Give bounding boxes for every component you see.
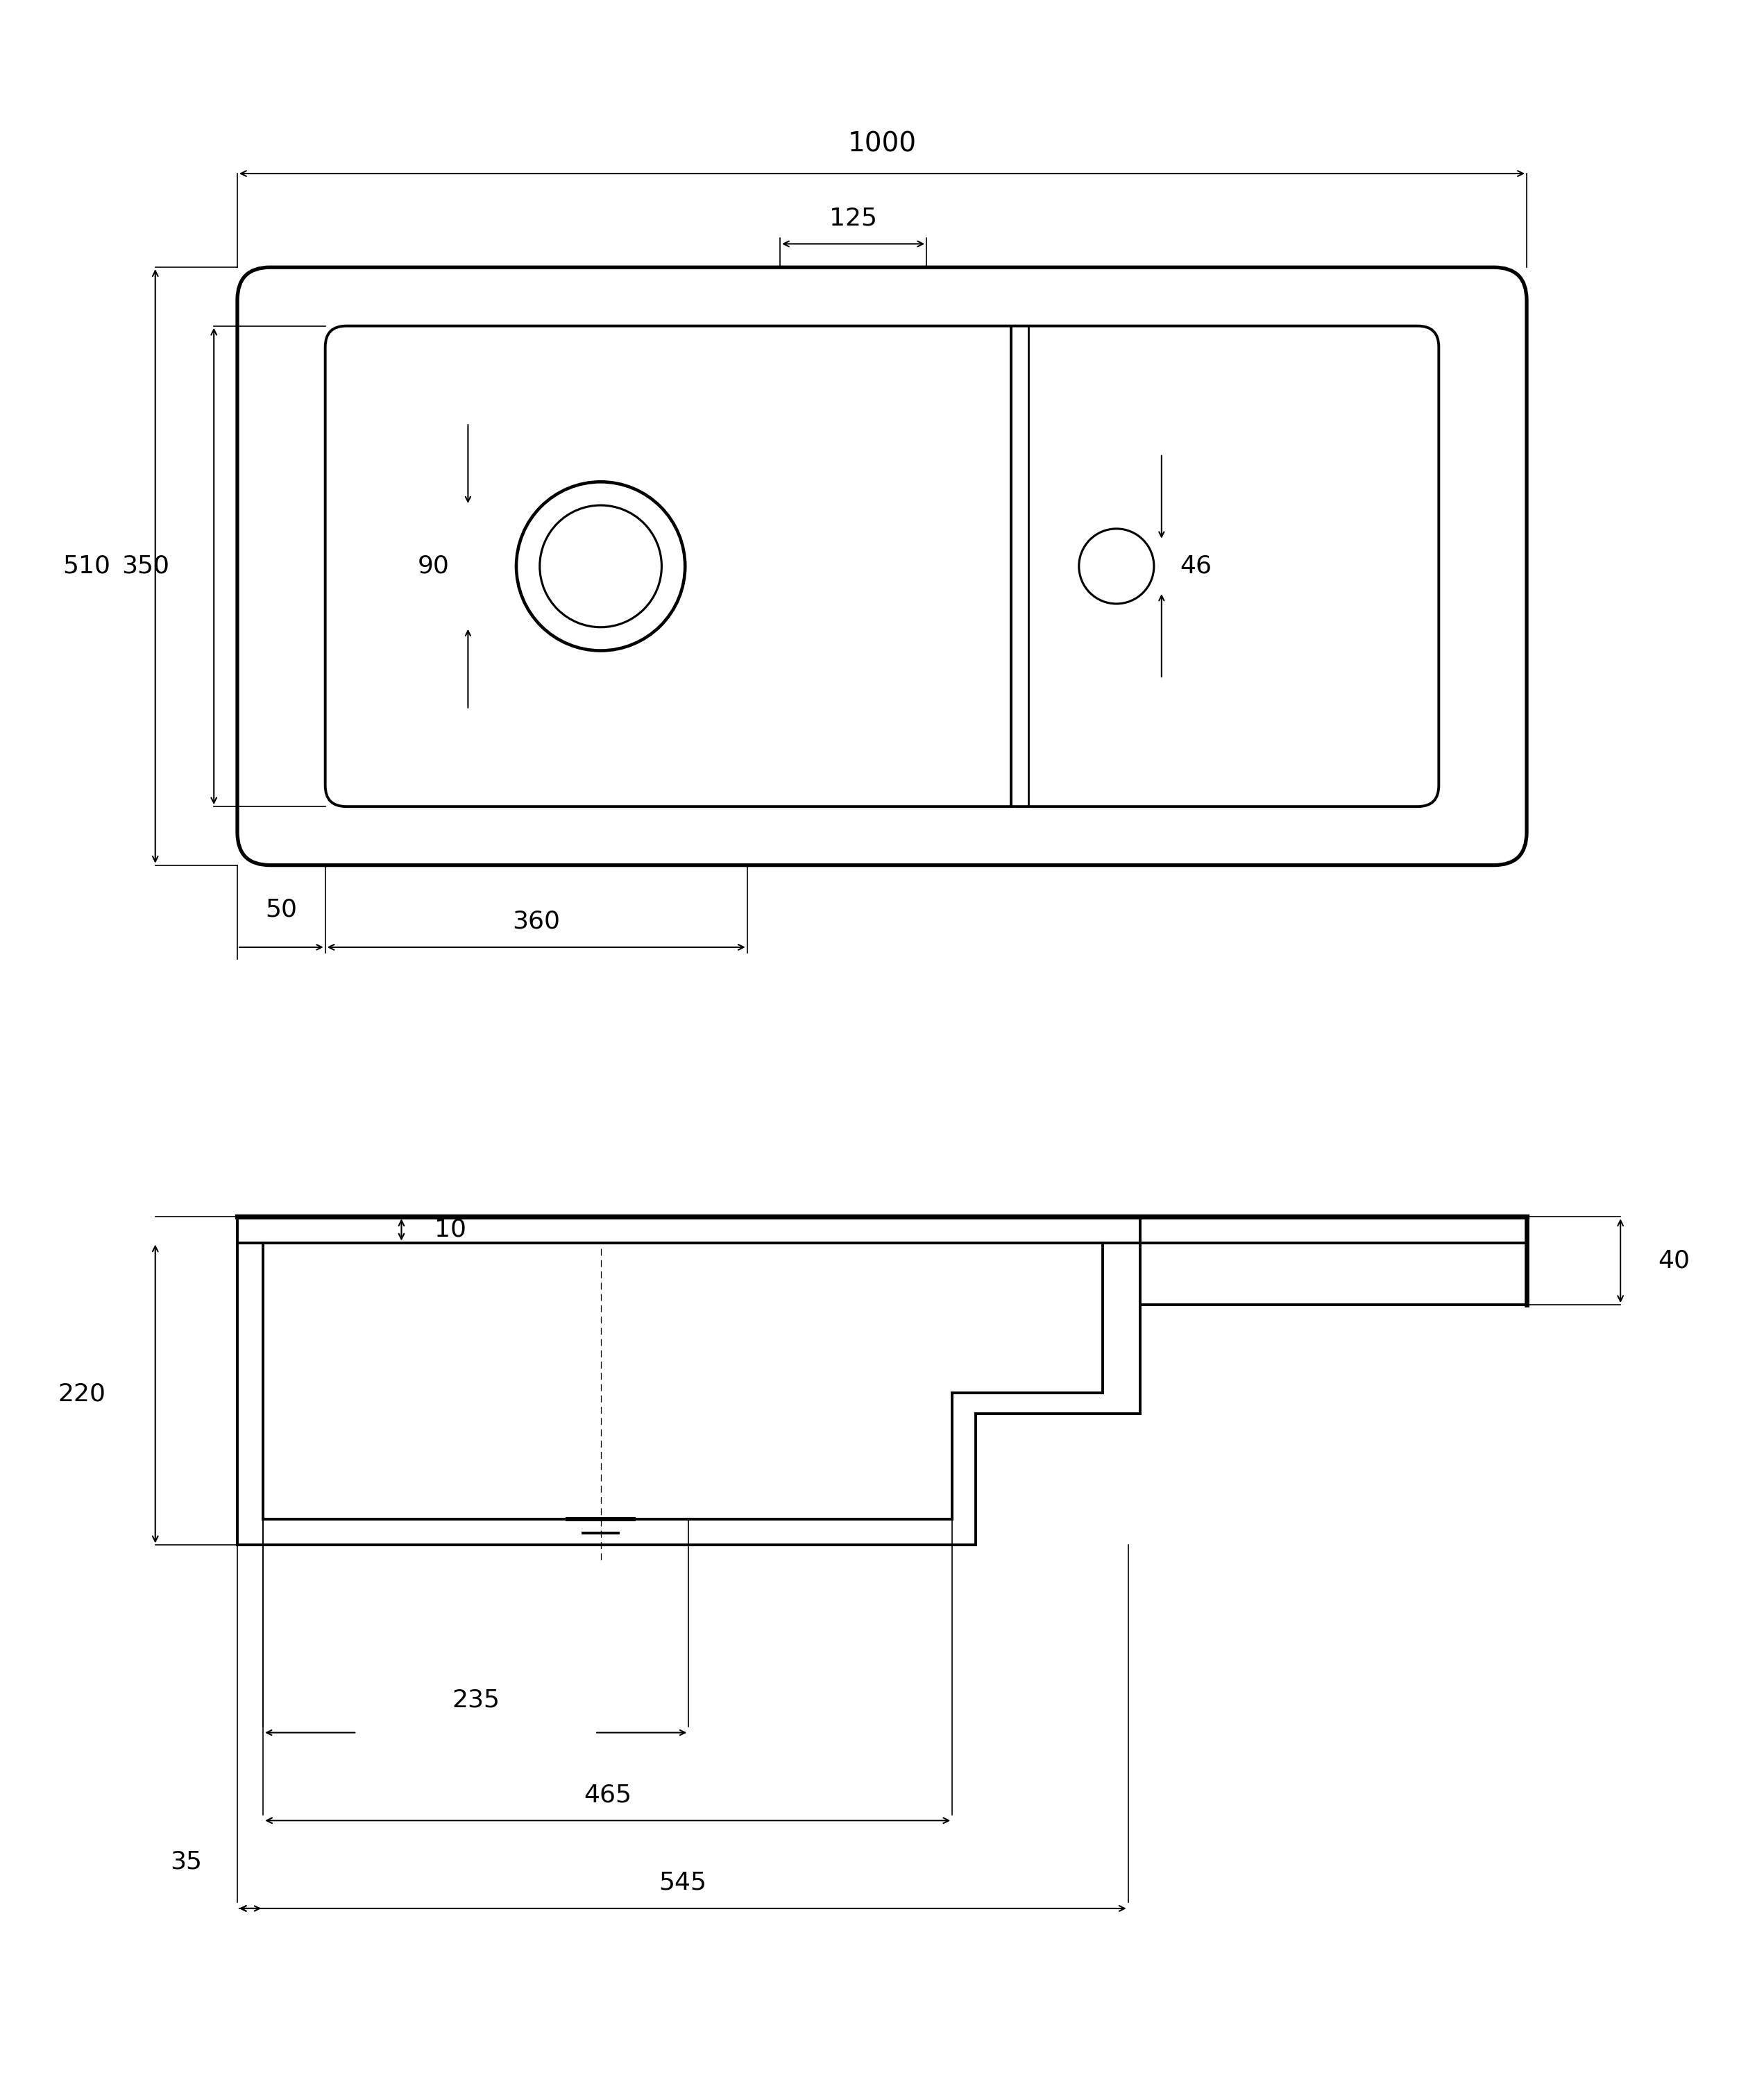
Text: 125: 125 xyxy=(829,206,877,229)
Text: 545: 545 xyxy=(658,1872,707,1895)
Text: 220: 220 xyxy=(58,1382,106,1405)
Text: 90: 90 xyxy=(418,554,450,579)
Text: 35: 35 xyxy=(171,1849,203,1874)
FancyBboxPatch shape xyxy=(325,327,1439,806)
Text: 510: 510 xyxy=(64,554,111,579)
Text: 465: 465 xyxy=(584,1782,632,1807)
Text: 46: 46 xyxy=(1180,554,1212,579)
Text: 235: 235 xyxy=(452,1689,499,1711)
Text: 40: 40 xyxy=(1658,1249,1690,1272)
Text: 360: 360 xyxy=(512,910,561,933)
Text: 1000: 1000 xyxy=(848,131,916,158)
Text: 350: 350 xyxy=(122,554,169,579)
Text: 10: 10 xyxy=(434,1218,466,1241)
FancyBboxPatch shape xyxy=(238,266,1526,866)
Text: 50: 50 xyxy=(265,897,298,922)
